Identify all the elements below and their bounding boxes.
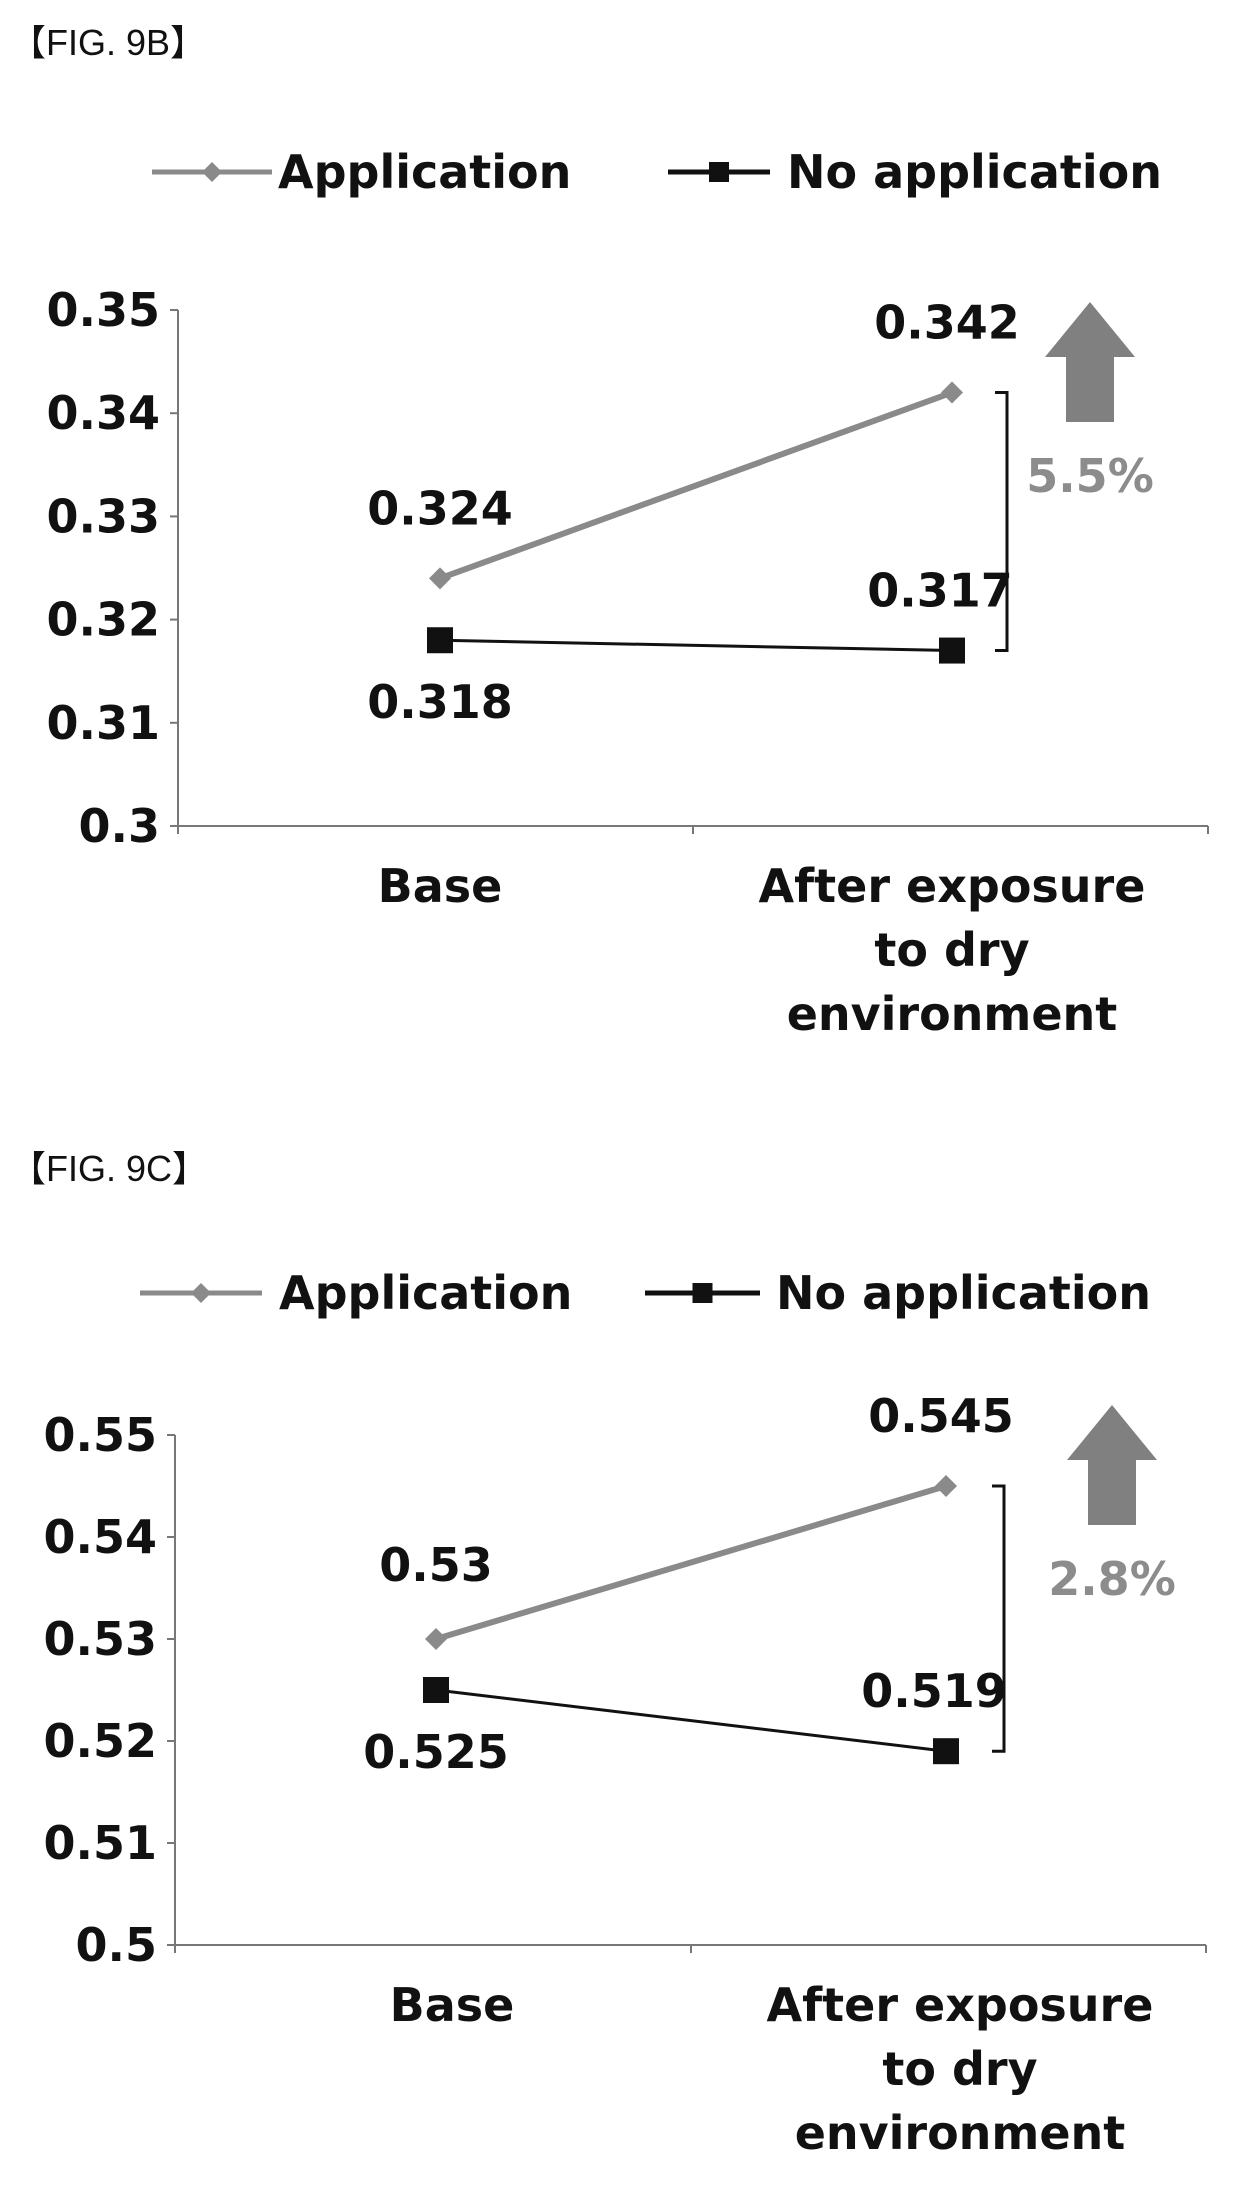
data-point-application [425,1628,447,1650]
legend-label-application: Application [278,145,571,199]
legend-label-no-application: No application [787,145,1162,199]
y-tick-label: 0.35 [47,283,161,337]
series-line-application [435,1483,947,1642]
y-tick-label: 0.34 [47,386,161,440]
x-category-label: to dry [874,923,1029,977]
up-arrow-icon [1067,1405,1157,1525]
y-tick-label: 0.5 [76,1918,158,1972]
data-label: 0.545 [868,1389,1014,1443]
series-line-no-application [439,638,953,653]
data-label: 0.342 [874,296,1020,350]
chart-fig-9b: Application No application 0.3 0.31 0.32 0.33… [47,145,1209,1041]
figure-label-9c: 【FIG. 9C】 [10,1148,209,1189]
data-label: 0.53 [379,1538,493,1592]
data-point-no-application [423,1677,449,1703]
difference-bracket [995,391,1009,653]
legend-marker-square-icon [709,162,729,182]
data-label: 0.324 [367,481,513,535]
x-category-label: environment [787,987,1118,1041]
chart-fig-9c: Application No application 0.5 0.51 0.52 0.53… [44,1266,1207,2160]
data-label: 0.317 [867,564,1013,618]
difference-bracket [992,1484,1006,1753]
legend-marker-diamond-icon [202,162,222,182]
y-tick-label: 0.55 [44,1408,158,1462]
x-category-label: After exposure [759,859,1146,913]
x-category-label: environment [795,2106,1126,2160]
data-point-no-application [939,637,965,664]
data-label: 0.525 [363,1725,509,1779]
series-line-no-application [435,1688,947,1753]
y-tick-label: 0.51 [44,1816,158,1870]
up-arrow-icon [1045,302,1135,422]
x-category-label: to dry [882,2042,1037,2096]
data-point-no-application [933,1738,959,1765]
y-tick-label: 0.53 [44,1612,158,1666]
x-category-label: After exposure [767,1978,1154,2032]
data-point-application [935,1475,957,1497]
data-point-no-application [427,627,453,654]
y-tick-label: 0.52 [44,1714,158,1768]
y-tick-label: 0.3 [79,799,161,853]
legend-marker-square-icon [692,1283,713,1303]
series-line-application [438,389,954,582]
percent-change-label: 5.5% [1026,449,1154,503]
y-tick-label: 0.32 [47,593,161,647]
data-label: 0.519 [861,1664,1007,1718]
legend-label-no-application: No application [776,1266,1151,1320]
y-tick-label: 0.33 [47,489,161,543]
data-point-application [429,567,451,590]
y-tick-label: 0.54 [44,1510,158,1564]
legend-label-application: Application [279,1266,572,1320]
y-tick-label: 0.31 [47,696,161,750]
data-point-application [941,381,963,404]
x-category-label: Base [390,1978,515,2032]
legend-marker-diamond-icon [191,1283,211,1303]
data-label: 0.318 [367,675,513,729]
figure-label-9b: 【FIG. 9B】 [10,22,207,63]
x-category-label: Base [378,859,503,913]
percent-change-label: 2.8% [1048,1552,1176,1606]
